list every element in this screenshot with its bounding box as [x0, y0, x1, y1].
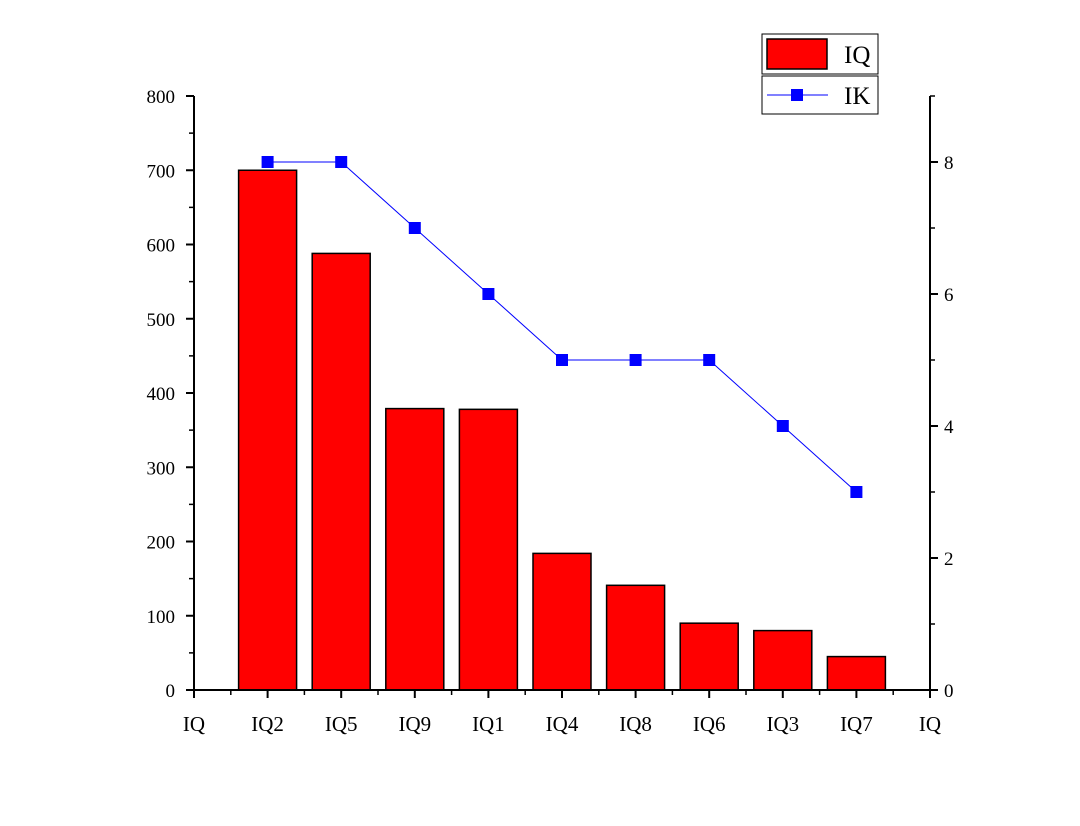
left-tick-label: 700: [147, 161, 176, 182]
x-tick-label: IQ4: [546, 712, 579, 736]
x-tick-label: IQ6: [693, 712, 726, 736]
bar-iq8: [605, 584, 666, 691]
x-tick-label: IQ1: [472, 712, 505, 736]
left-tick-label: 100: [147, 607, 176, 628]
ik-marker-iq7: [850, 486, 863, 498]
ik-marker-iq1: [482, 288, 495, 300]
ik-marker-iq2: [261, 156, 274, 168]
left-tick-label: 300: [147, 458, 176, 479]
left-tick-label: 600: [147, 236, 176, 257]
bar-iq5: [311, 252, 371, 691]
x-tick-label: IQ5: [325, 712, 358, 736]
x-tick-label: IQ9: [398, 712, 431, 736]
line-series: [261, 156, 863, 498]
left-tick-label: 0: [166, 681, 176, 702]
legend-label-iq: IQ: [844, 42, 870, 69]
left-tick-label: 200: [147, 533, 176, 554]
left-tick-label: 400: [147, 384, 176, 405]
legend-label-ik: IK: [844, 83, 870, 110]
legend: IQ IK: [761, 33, 879, 115]
bar-iq9: [385, 407, 445, 691]
ik-marker-iq8: [629, 354, 642, 366]
right-tick-label: 6: [944, 285, 954, 306]
bar-iq4: [532, 552, 592, 691]
ik-marker-iq5: [335, 156, 348, 168]
x-tick-label: IQ3: [766, 712, 799, 736]
left-tick-label: 500: [147, 310, 176, 331]
bar-series: [237, 169, 887, 691]
right-tick-label: 0: [944, 681, 954, 702]
x-tick-label: IQ: [183, 712, 205, 736]
bar-iq7: [826, 655, 887, 691]
ik-marker-iq3: [776, 420, 789, 432]
right-tick-label: 2: [944, 549, 954, 570]
legend-marker-ik: [791, 89, 803, 101]
ik-marker-iq9: [408, 222, 421, 234]
bar-iq3: [753, 629, 813, 691]
x-tick-label: IQ7: [840, 712, 873, 736]
bar-iq1: [458, 408, 519, 691]
axes: 0 100 200 300 400 500 600 700 800 0 2 4 6 8 IQ IQ2 IQ5 IQ…: [147, 87, 955, 736]
legend-swatch-iq: [766, 38, 828, 70]
ik-marker-iq6: [703, 354, 716, 366]
x-tick-label: IQ8: [619, 712, 652, 736]
x-tick-label: IQ2: [251, 712, 284, 736]
bar-iq2: [237, 169, 298, 691]
left-tick-label: 800: [147, 87, 176, 108]
ik-marker-iq4: [556, 354, 568, 366]
bar-iq6: [679, 622, 739, 691]
right-tick-label: 8: [944, 153, 954, 174]
right-tick-label: 4: [944, 417, 954, 438]
x-tick-label: IQ: [919, 712, 941, 736]
